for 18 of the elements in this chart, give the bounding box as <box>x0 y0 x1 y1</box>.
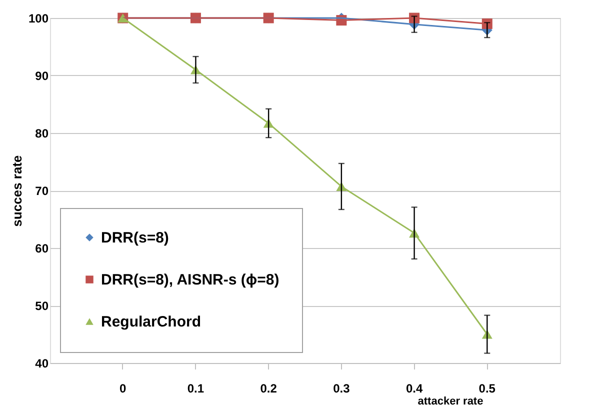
x-axis-title: attacker rate <box>418 396 484 408</box>
x-tick-label: 0 <box>120 382 127 396</box>
legend-label: DRR(s=8), AISNR-s (ϕ=8) <box>101 272 280 288</box>
x-tick-label: 0.2 <box>260 382 278 396</box>
x-tick-label: 0.5 <box>478 382 496 396</box>
y-tick-label: 40 <box>35 356 49 370</box>
y-tick-label: 90 <box>35 69 49 83</box>
y-tick-label: 50 <box>35 299 49 313</box>
legend-label: DRR(s=8) <box>101 230 169 246</box>
x-tick-label: 0.4 <box>406 382 423 396</box>
x-tick-label: 0.1 <box>187 382 204 396</box>
y-axis-title: succes rate <box>9 155 24 227</box>
y-tick-label: 70 <box>35 184 49 198</box>
y-tick-label: 80 <box>35 126 49 140</box>
y-tick-label: 100 <box>28 12 49 26</box>
y-tick-label: 60 <box>35 242 49 256</box>
legend-label: RegularChord <box>101 314 202 330</box>
x-tick-label: 0.3 <box>333 382 350 396</box>
